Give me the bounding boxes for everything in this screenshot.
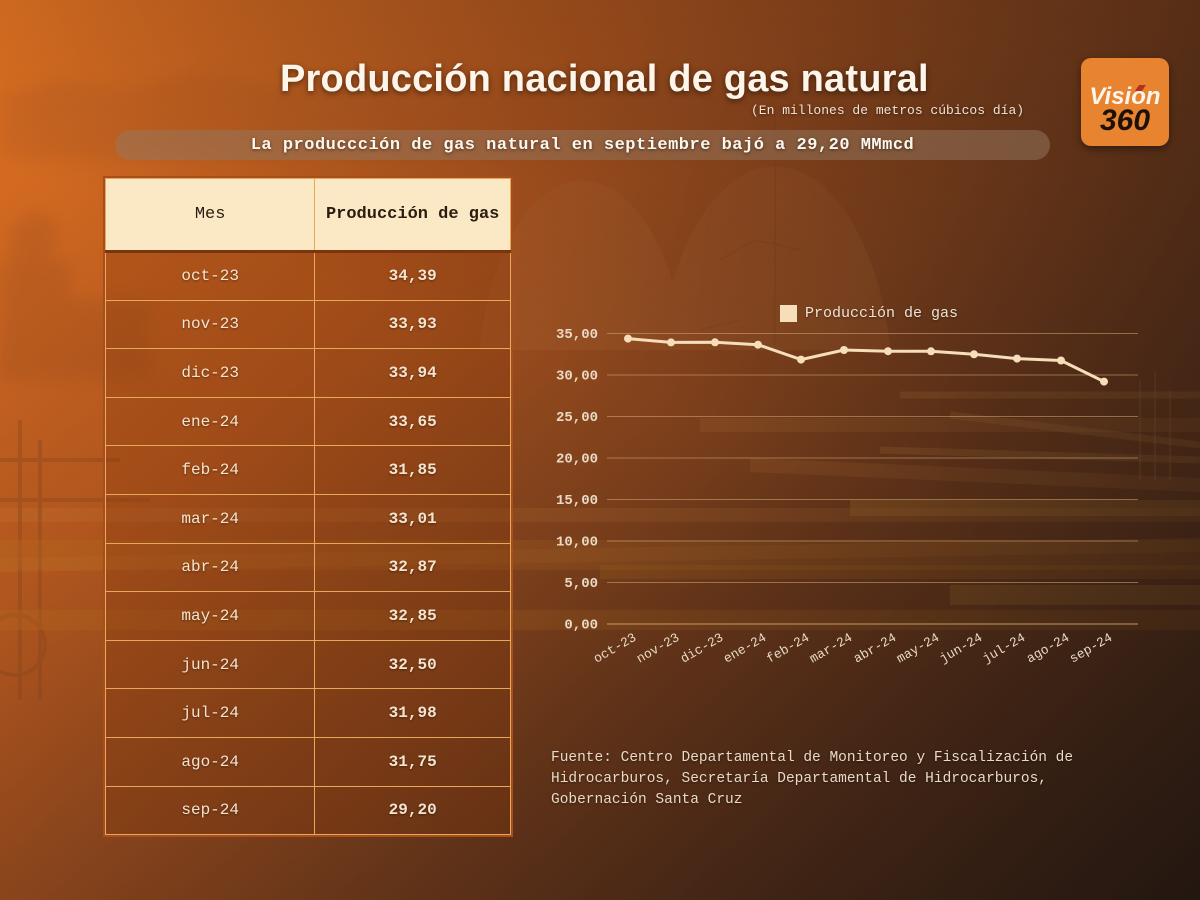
svg-text:ago-24: ago-24 (1024, 630, 1072, 666)
svg-text:ene-24: ene-24 (721, 630, 769, 666)
svg-text:15,00: 15,00 (556, 493, 598, 509)
svg-text:sep-24: sep-24 (1067, 630, 1115, 666)
svg-text:abr-24: abr-24 (851, 630, 899, 666)
svg-text:oct-23: oct-23 (591, 630, 639, 666)
svg-text:10,00: 10,00 (556, 535, 598, 551)
svg-text:360: 360 (1100, 104, 1150, 137)
svg-text:20,00: 20,00 (556, 452, 598, 468)
svg-text:5,00: 5,00 (564, 576, 598, 592)
svg-text:jul-24: jul-24 (980, 630, 1028, 666)
svg-text:may-24: may-24 (894, 630, 942, 666)
svg-text:35,00: 35,00 (556, 327, 598, 343)
svg-text:25,00: 25,00 (556, 410, 598, 426)
svg-text:jun-24: jun-24 (937, 630, 985, 666)
svg-text:feb-24: feb-24 (764, 630, 812, 666)
svg-text:mar-24: mar-24 (807, 630, 855, 666)
svg-text:nov-23: nov-23 (634, 630, 682, 666)
svg-text:0,00: 0,00 (564, 618, 598, 634)
svg-text:30,00: 30,00 (556, 369, 598, 385)
svg-text:dic-23: dic-23 (678, 630, 726, 666)
